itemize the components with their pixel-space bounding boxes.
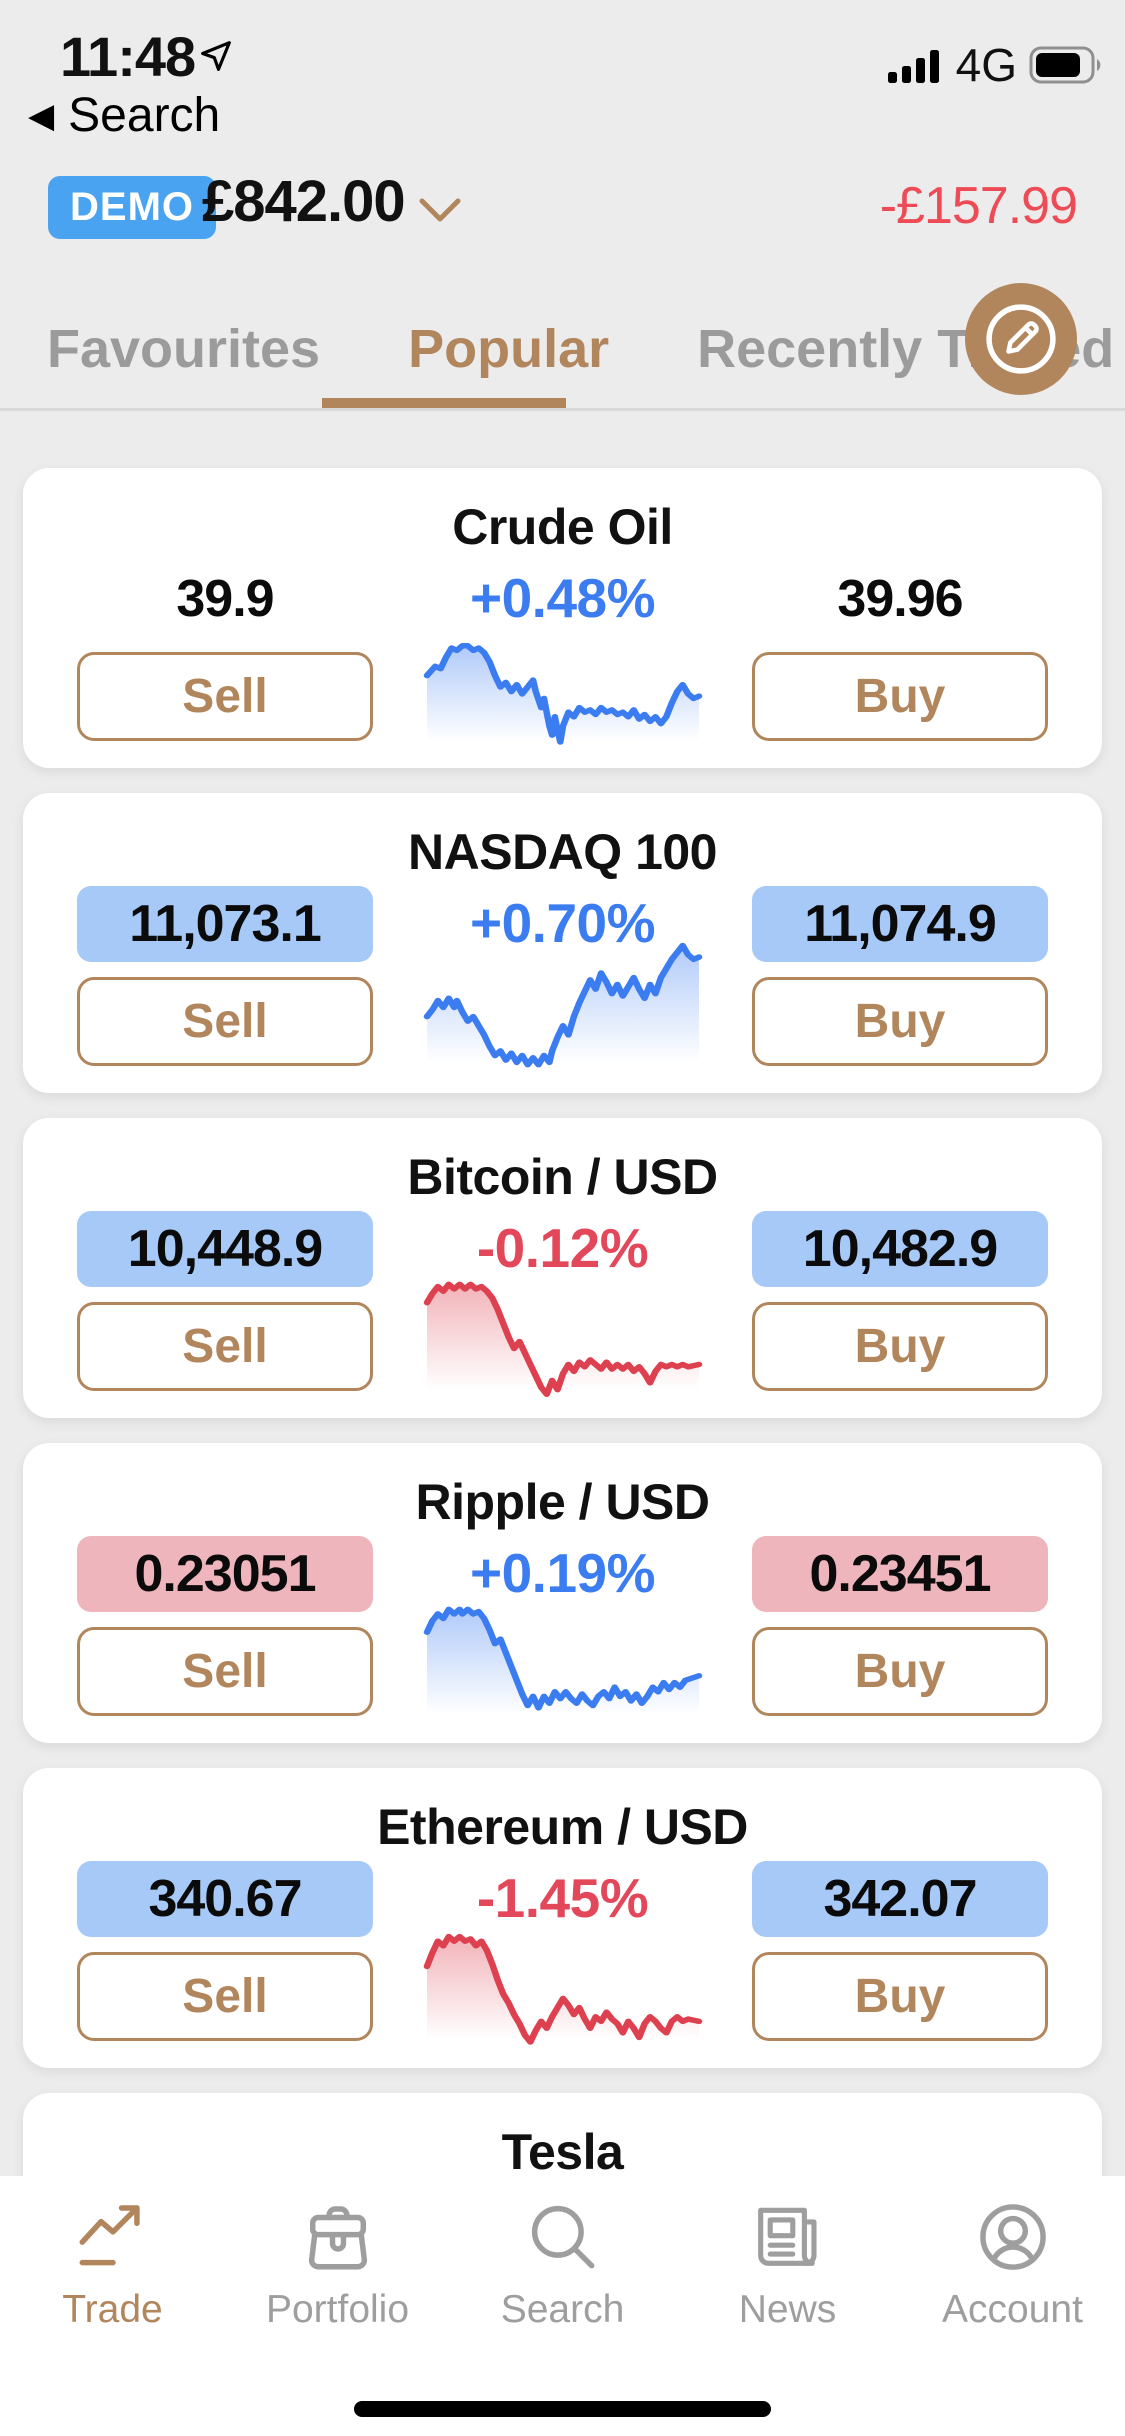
change-percent: +0.19% bbox=[469, 1542, 656, 1604]
sell-button[interactable]: Sell bbox=[77, 977, 373, 1066]
sell-button[interactable]: Sell bbox=[77, 652, 373, 741]
instrument-name: Ethereum / USD bbox=[377, 1799, 748, 1855]
instrument-name: NASDAQ 100 bbox=[408, 824, 718, 880]
network-label: 4G bbox=[955, 39, 1017, 91]
buy-button[interactable]: Buy bbox=[752, 1302, 1048, 1391]
instrument-name: Tesla bbox=[501, 2124, 624, 2180]
buy-button[interactable]: Buy bbox=[752, 1627, 1048, 1716]
back-link[interactable]: ◀ Search bbox=[28, 88, 220, 143]
instrument-name: Bitcoin / USD bbox=[407, 1149, 718, 1205]
briefcase-icon bbox=[308, 2206, 367, 2270]
active-tab-underline bbox=[322, 398, 566, 408]
price-sparkline bbox=[423, 643, 702, 758]
tabbar-label: Portfolio bbox=[265, 2288, 410, 2331]
back-label: Search bbox=[68, 89, 221, 142]
tabbar-label: Search bbox=[500, 2288, 625, 2331]
price-sparkline bbox=[423, 1933, 702, 2058]
trending-up-icon bbox=[79, 2205, 140, 2266]
instrument-card: NASDAQ 100 11,073.1 +0.70% 11,074.9 Sell… bbox=[23, 793, 1102, 1093]
instrument-card: Ripple / USD 0.23051 +0.19% 0.23451 Sell… bbox=[23, 1443, 1102, 1743]
status-icons: 4G bbox=[887, 38, 1107, 92]
buy-button[interactable]: Buy bbox=[752, 977, 1048, 1066]
tabbar-item-account[interactable]: Account bbox=[900, 2176, 1125, 2436]
home-indicator[interactable] bbox=[354, 2401, 771, 2417]
change-percent: +0.70% bbox=[469, 892, 656, 954]
instrument-card: Bitcoin / USD 10,448.9 -0.12% 10,482.9 S… bbox=[23, 1118, 1102, 1418]
price-sparkline bbox=[423, 1281, 702, 1408]
bottom-tab-bar: Trade Portfolio Search News A bbox=[0, 2176, 1125, 2436]
signal-icon bbox=[887, 50, 939, 83]
tabbar-label: Trade bbox=[62, 2288, 163, 2331]
sell-button[interactable]: Sell bbox=[77, 1302, 373, 1391]
battery-icon bbox=[1029, 46, 1101, 84]
tab-popular[interactable]: Popular bbox=[408, 319, 610, 379]
buy-price[interactable]: 39.96 bbox=[837, 570, 963, 628]
chevron-down-icon[interactable] bbox=[418, 196, 462, 224]
price-sparkline bbox=[423, 1606, 702, 1733]
instrument-name: Crude Oil bbox=[452, 499, 673, 555]
price-sparkline bbox=[423, 942, 702, 1083]
sell-price[interactable]: 10,448.9 bbox=[77, 1211, 373, 1287]
tabbar-item-news[interactable]: News bbox=[675, 2176, 900, 2436]
sell-button[interactable]: Sell bbox=[77, 1952, 373, 2041]
profit-loss-value: -£157.99 bbox=[879, 177, 1078, 235]
edit-pencil-icon bbox=[986, 304, 1056, 374]
status-time: 11:48 bbox=[60, 25, 196, 88]
newspaper-icon bbox=[757, 2207, 817, 2266]
balance-value[interactable]: £842.00 bbox=[202, 169, 406, 234]
sell-price[interactable]: 340.67 bbox=[77, 1861, 373, 1937]
instrument-card: Ethereum / USD 340.67 -1.45% 342.07 Sell… bbox=[23, 1768, 1102, 2068]
buy-price[interactable]: 10,482.9 bbox=[752, 1211, 1048, 1287]
buy-button[interactable]: Buy bbox=[752, 1952, 1048, 2041]
sell-button[interactable]: Sell bbox=[77, 1627, 373, 1716]
sell-price[interactable]: 39.9 bbox=[176, 570, 274, 628]
change-percent: -0.12% bbox=[476, 1217, 649, 1279]
tabbar-item-trade[interactable]: Trade bbox=[0, 2176, 225, 2436]
tabbar-item-search[interactable]: Search bbox=[450, 2176, 675, 2436]
person-icon bbox=[979, 2204, 1046, 2270]
tabs-divider bbox=[0, 408, 1125, 411]
instrument-name: Ripple / USD bbox=[415, 1474, 710, 1530]
location-arrow-icon bbox=[201, 41, 231, 71]
buy-price[interactable]: 342.07 bbox=[752, 1861, 1048, 1937]
change-percent: -1.45% bbox=[476, 1867, 649, 1929]
tab-favourites[interactable]: Favourites bbox=[47, 319, 321, 379]
search-icon bbox=[531, 2205, 594, 2269]
sell-price[interactable]: 0.23051 bbox=[77, 1536, 373, 1612]
demo-badge: DEMO bbox=[48, 176, 216, 239]
buy-button[interactable]: Buy bbox=[752, 652, 1048, 741]
buy-price[interactable]: 0.23451 bbox=[752, 1536, 1048, 1612]
tabbar-label: Account bbox=[942, 2288, 1083, 2331]
edit-watchlist-button[interactable] bbox=[965, 283, 1077, 395]
tabbar-item-portfolio[interactable]: Portfolio bbox=[225, 2176, 450, 2436]
buy-price[interactable]: 11,074.9 bbox=[752, 886, 1048, 962]
back-chevron-icon: ◀ bbox=[28, 96, 55, 135]
sell-price[interactable]: 11,073.1 bbox=[77, 886, 373, 962]
instrument-card: Crude Oil 39.9 +0.48% 39.96 Sell Buy bbox=[23, 468, 1102, 768]
tabbar-label: News bbox=[738, 2288, 837, 2331]
change-percent: +0.48% bbox=[469, 567, 656, 629]
watchlist-tabs: Favourites Popular Recently Traded bbox=[0, 300, 1125, 414]
